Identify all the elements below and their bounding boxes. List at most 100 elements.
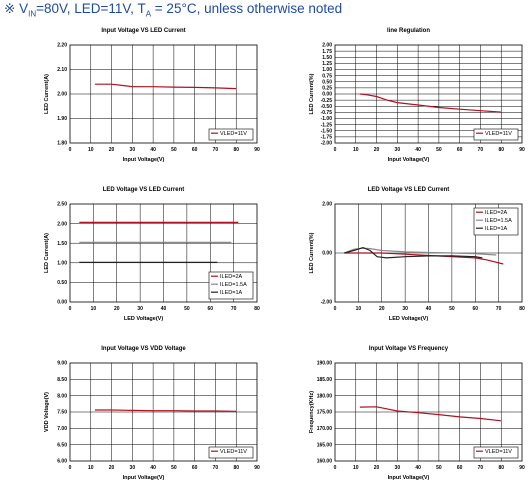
y-tick-label: 8.50 [57, 377, 67, 383]
legend-entry: VLED=11V [485, 449, 512, 455]
y-tick-label: -0.50 [321, 104, 333, 110]
legend-box [473, 128, 519, 141]
x-tick-label: 10 [356, 306, 362, 312]
x-tick-label: 10 [353, 147, 359, 153]
x-tick-label: 80 [233, 465, 239, 471]
chart-input-voltage-vs-vdd-voltage: Input Voltage VS VDD Voltage 0 10 20 30 40 50 6… [0, 340, 264, 498]
legend-box [208, 446, 254, 459]
x-tick-label: 30 [130, 147, 136, 153]
y-axis-label: LED Current(%) [309, 232, 315, 273]
series-line [94, 83, 237, 90]
y-tick-label: 9.00 [57, 361, 67, 367]
chart-svg: LED Voltage VS LED Current 0 10 20 30 40 50 60 7… [44, 187, 260, 322]
x-tick-label: 90 [519, 465, 525, 471]
x-tick-label: 0 [69, 465, 72, 471]
y-tick-label: -1.00 [321, 116, 333, 122]
y-tick-label: 2.10 [57, 67, 67, 73]
x-tick-label: 60 [192, 465, 198, 471]
y-tick-label: 1.25 [322, 61, 332, 67]
chart-title: Input Voltage VS VDD Voltage [101, 346, 186, 352]
y-tick-label: -0.75 [321, 110, 333, 116]
y-tick-label: 2.50 [57, 202, 67, 208]
x-tick-label: 90 [519, 147, 525, 153]
y-tick-label: 1.80 [57, 141, 67, 147]
y-tick-label: 0.25 [322, 86, 332, 92]
x-tick-label: 50 [449, 306, 455, 312]
plot-frame [334, 44, 523, 144]
y-tick-label: 1.50 [57, 241, 67, 247]
x-tick-label: 40 [150, 147, 156, 153]
x-tick-label: 70 [478, 465, 484, 471]
x-tick-label: 40 [426, 306, 432, 312]
y-tick-label: 180.00 [317, 393, 333, 399]
x-tick-label: 70 [231, 306, 237, 312]
x-axis-label: Input Voltage(V) [123, 475, 165, 481]
chart-svg: Input Voltage VS VDD Voltage 0 10 20 30 40 50 6… [44, 346, 260, 481]
x-tick-label: 30 [395, 465, 401, 471]
chart-svg: Input Voltage VS Frequency 0 10 20 30 40 50 60 7… [309, 346, 525, 481]
y-tick-label: 6.00 [57, 459, 67, 465]
x-tick-label: 70 [213, 147, 219, 153]
x-tick-label: 30 [395, 147, 401, 153]
y-tick-label: 0.00 [322, 92, 332, 98]
x-tick-label: 60 [457, 147, 463, 153]
plot-frame [69, 362, 258, 462]
y-tick-label: 175.00 [317, 410, 333, 416]
note-symbol: ※ [4, 1, 16, 16]
plot-frame [334, 362, 523, 462]
y-axis-label: LED Current(%) [309, 73, 315, 114]
plot-frame [69, 44, 258, 144]
x-tick-label: 50 [184, 306, 190, 312]
chart-led-voltage-vs-led-current-a: LED Voltage VS LED Current 0 10 20 30 40 50 60 7… [0, 181, 264, 339]
y-tick-label: 1.50 [322, 55, 332, 61]
x-tick-label: 60 [457, 465, 463, 471]
x-tick-label: 10 [88, 465, 94, 471]
y-tick-label: 170.00 [317, 426, 333, 432]
x-tick-label: 90 [254, 465, 260, 471]
y-axis-label: VDD Voltage(V) [44, 392, 50, 432]
x-tick-label: 70 [496, 306, 502, 312]
x-tick-label: 0 [334, 147, 337, 153]
chart-title: LED Voltage VS LED Current [368, 187, 450, 193]
y-tick-label: 160.00 [317, 459, 333, 465]
x-tick-label: 30 [130, 465, 136, 471]
chart-svg: LED Voltage VS LED Current 0 10 20 30 40 50 60 7… [309, 187, 525, 322]
series-line [344, 252, 504, 265]
x-tick-label: 50 [171, 147, 177, 153]
y-tick-label: 1.90 [57, 116, 67, 122]
y-tick-label: 1.75 [322, 49, 332, 55]
y-tick-label: 0.50 [322, 79, 332, 85]
series-line [344, 246, 483, 259]
x-tick-label: 0 [334, 465, 337, 471]
y-tick-label: 190.00 [317, 361, 333, 367]
x-tick-label: 10 [91, 306, 97, 312]
chart-title: LED Voltage VS LED Current [103, 187, 185, 193]
y-axis-label: LED Current(A) [44, 74, 50, 114]
legend-entry: ILED=1.5A [220, 282, 247, 288]
x-tick-label: 40 [415, 147, 421, 153]
chart-input-voltage-vs-led-current: Input Voltage VS LED Current 0 10 20 30 40 50 6… [0, 22, 264, 180]
y-tick-label: -1.75 [321, 135, 333, 141]
y-tick-label: 2.00 [57, 221, 67, 227]
legend-entry: ILED=2A [485, 210, 507, 216]
x-axis-label: LED Voltage(V) [389, 316, 428, 322]
y-tick-label: 0.75 [322, 73, 332, 79]
header-v-sub: IN [28, 9, 37, 19]
legend-entry: ILED=1.5A [485, 218, 512, 224]
x-tick-label: 40 [161, 306, 167, 312]
legend-entry: VLED=11V [220, 449, 247, 455]
header-v-rest: =80V, LED=11V, T [36, 1, 146, 16]
x-tick-label: 70 [213, 465, 219, 471]
x-axis-label: Input Voltage(V) [388, 157, 430, 163]
x-tick-label: 80 [498, 465, 504, 471]
y-tick-label: -1.50 [321, 128, 333, 134]
chart-svg: Input Voltage VS LED Current 0 10 20 30 40 50 6… [44, 28, 260, 163]
x-axis-label: Input Voltage(V) [388, 475, 430, 481]
legend-box [208, 128, 254, 141]
y-tick-label: -2.00 [321, 141, 333, 147]
x-tick-label: 50 [436, 147, 442, 153]
header-v: V [19, 1, 29, 16]
y-tick-label: 1.00 [57, 261, 67, 267]
y-axis-label: LED Current(A) [44, 233, 50, 273]
